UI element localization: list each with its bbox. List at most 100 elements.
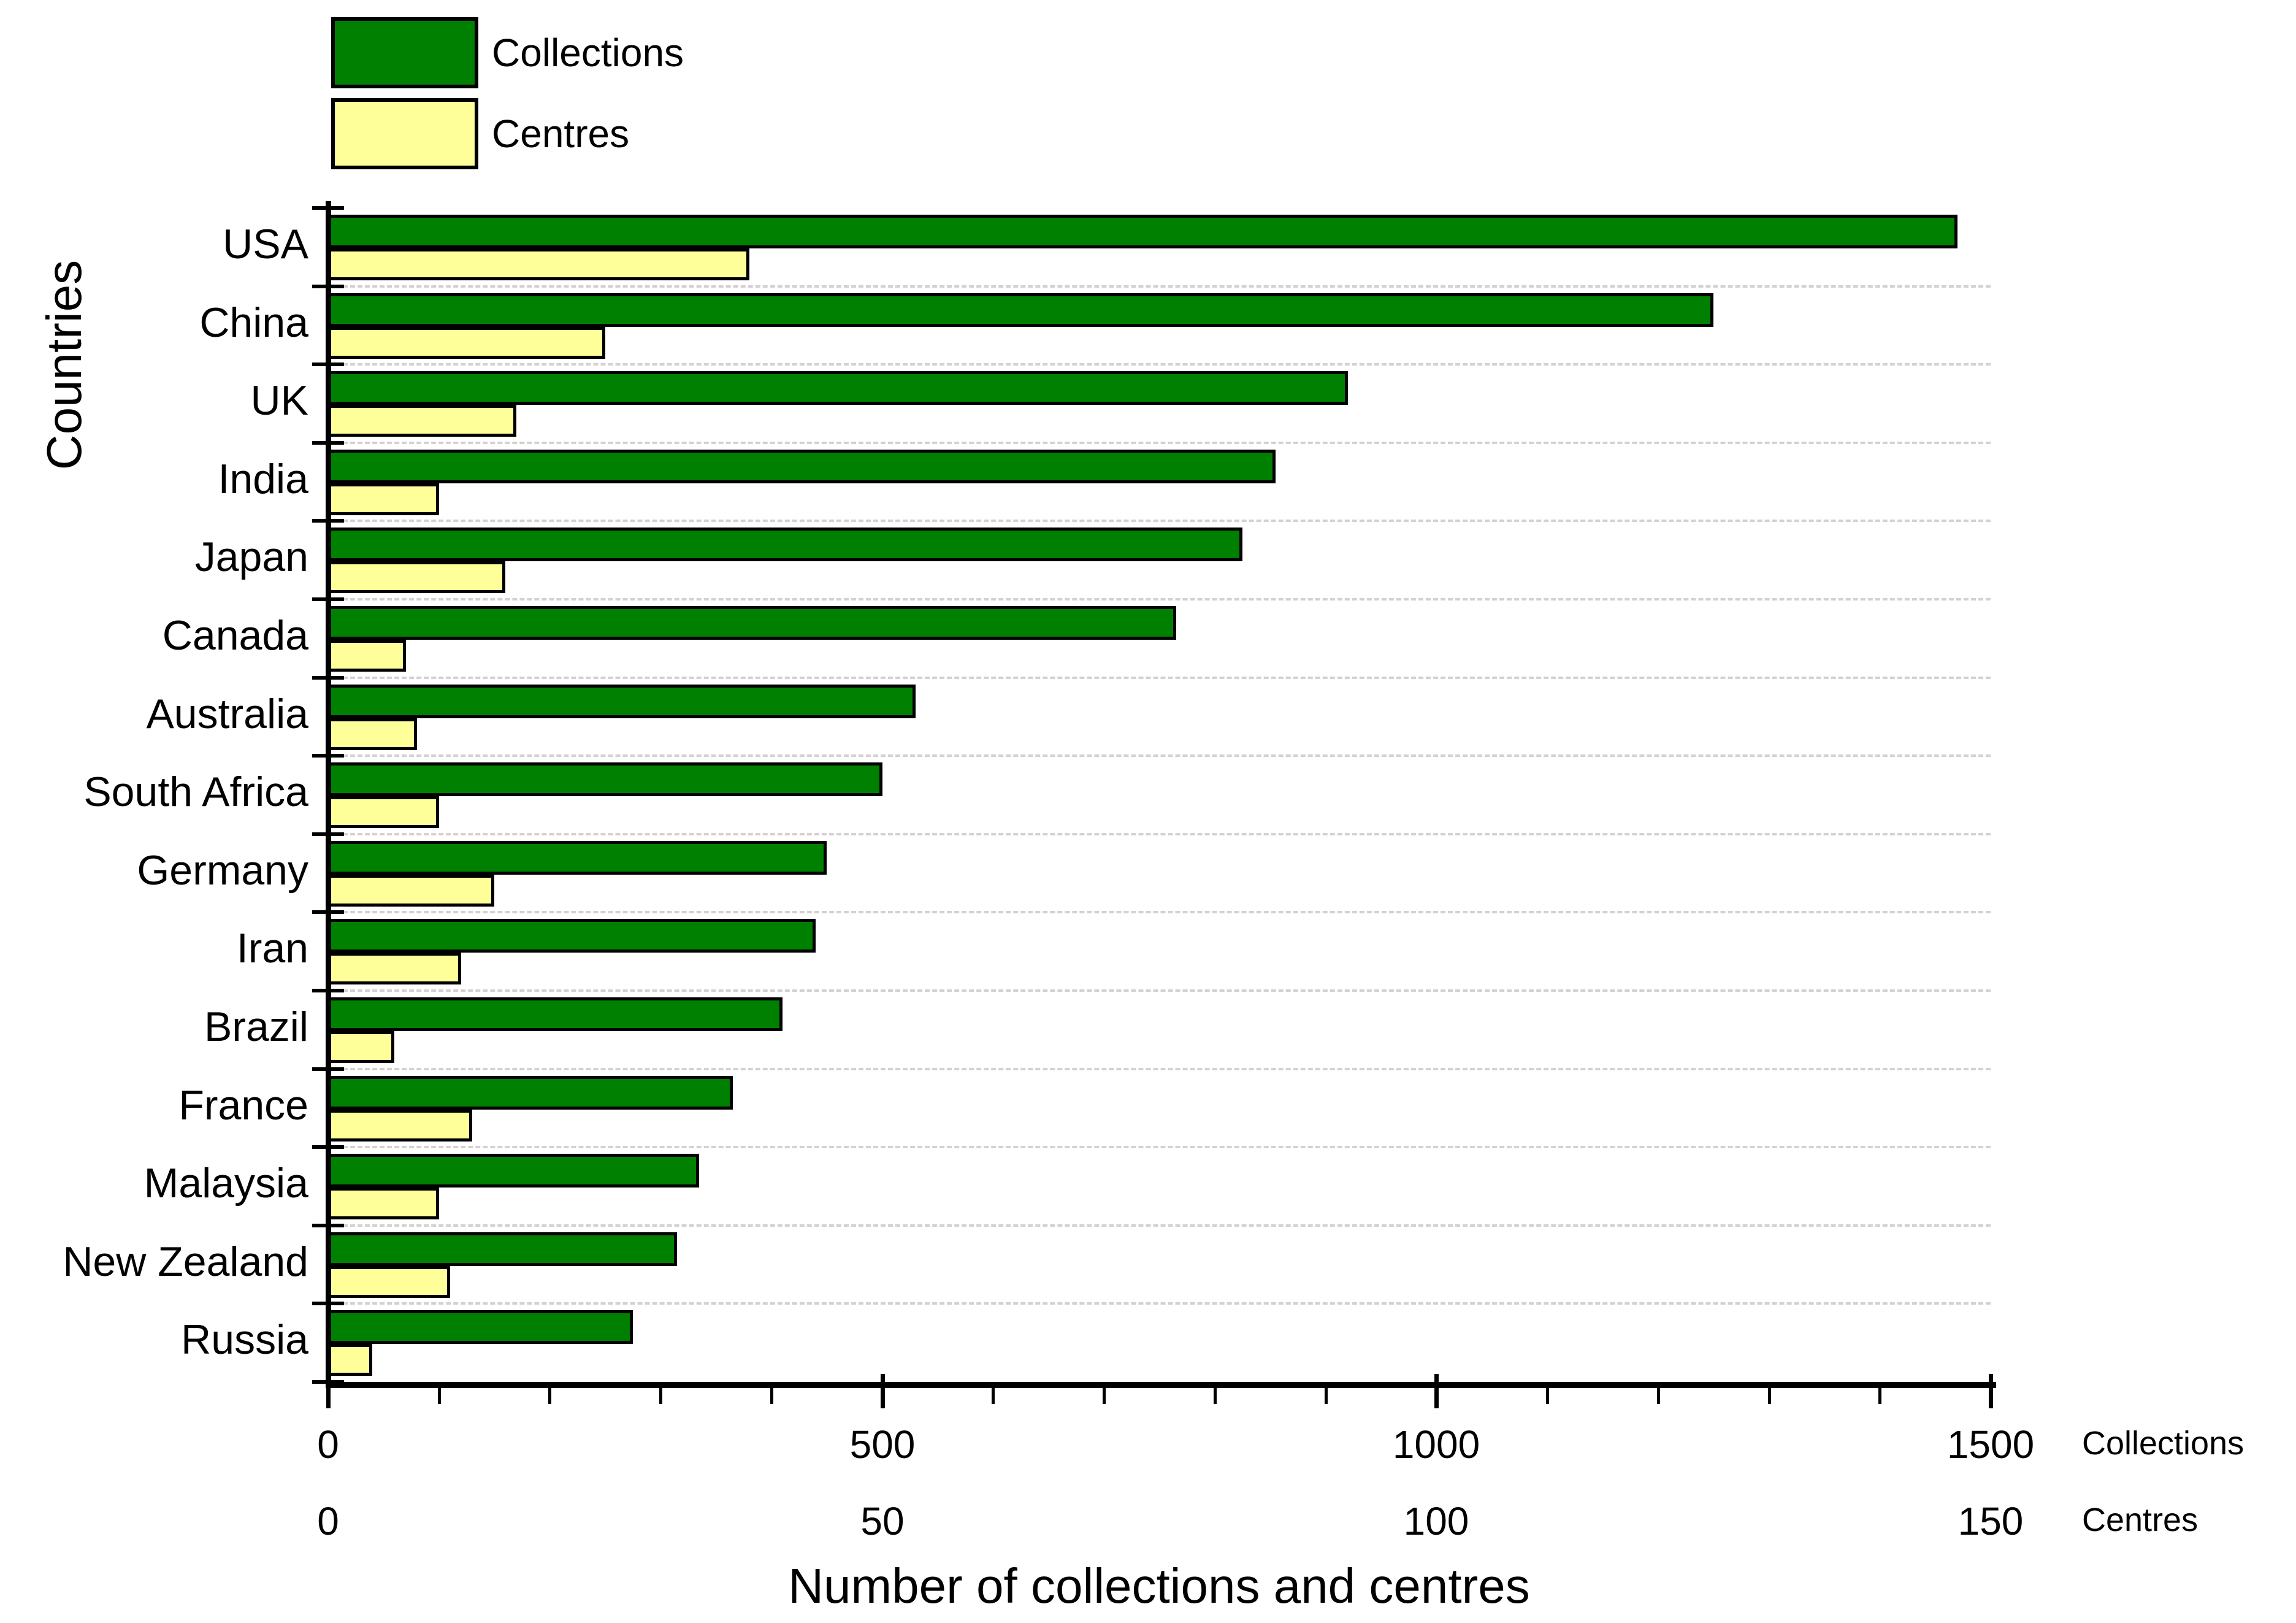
y-axis-tick [312, 285, 344, 288]
x-axis-minor-tick [659, 1388, 662, 1404]
y-axis-tick [312, 363, 344, 366]
x-axis-minor-tick [1214, 1388, 1217, 1404]
category-label-usa: USA [223, 221, 308, 267]
category-label-china: China [199, 299, 308, 346]
collections-bar-canada [328, 606, 1176, 640]
x-axis-minor-tick [770, 1388, 773, 1404]
centres-tick-label-150: 150 [1957, 1499, 2024, 1543]
gridline [328, 911, 1991, 913]
y-axis-tick [312, 206, 344, 210]
gridline [328, 598, 1991, 600]
y-axis-tick [312, 832, 344, 836]
x-axis-minor-tick [1103, 1388, 1106, 1404]
collections-bar-germany [328, 840, 827, 875]
centres-bar-china [328, 326, 605, 359]
x-axis-minor-tick [1657, 1388, 1660, 1404]
collections-bar-china [328, 293, 1713, 327]
collections-bar-usa [328, 215, 1957, 248]
gridline [328, 989, 1991, 992]
x-axis-major-tick [1989, 1374, 1993, 1408]
centres-tick-label-100: 100 [1403, 1499, 1469, 1543]
collections-bar-india [328, 449, 1276, 483]
x-axis-minor-tick [1878, 1388, 1881, 1404]
y-axis-tick [312, 1145, 344, 1149]
legend-item-collections: Collections [331, 17, 684, 88]
x-axis-major-tick [1434, 1374, 1439, 1408]
centres-tick-label-50: 50 [860, 1499, 905, 1543]
collections-bar-malaysia [328, 1154, 699, 1188]
centres-bar-japan [328, 561, 505, 594]
category-label-india: India [218, 455, 308, 502]
category-label-russia: Russia [181, 1316, 308, 1364]
y-axis-tick [312, 676, 344, 680]
x-axis-minor-tick [1768, 1388, 1771, 1404]
collections-legend-swatch [331, 17, 478, 88]
gridline [328, 677, 1991, 679]
y-axis-tick [312, 1224, 344, 1227]
category-label-malaysia: Malaysia [144, 1160, 308, 1207]
x-axis-minor-tick [548, 1388, 551, 1404]
x-axis-minor-tick [438, 1388, 441, 1404]
gridline [328, 1068, 1991, 1070]
legend-item-centres: Centres [331, 98, 684, 169]
category-label-germany: Germany [137, 846, 308, 894]
collections-bar-new-zealand [328, 1232, 677, 1266]
gridline [328, 1224, 1991, 1227]
category-label-australia: Australia [146, 690, 308, 737]
category-label-canada: Canada [162, 612, 308, 659]
centres-bar-india [328, 483, 439, 515]
category-label-uk: UK [250, 377, 308, 424]
x-axis-minor-tick [992, 1388, 995, 1404]
collections-tick-label-1500: 1500 [1946, 1422, 2035, 1467]
y-axis-tick [312, 1302, 344, 1305]
category-label-france: France [178, 1081, 308, 1129]
centres-tick-label-0: 0 [317, 1499, 339, 1543]
collections-bar-france [328, 1075, 733, 1110]
centres-bar-russia [328, 1344, 372, 1376]
gridline [328, 285, 1991, 288]
x-axis-minor-tick [1325, 1388, 1328, 1404]
centres-bar-malaysia [328, 1188, 439, 1220]
centres-bar-usa [328, 248, 749, 280]
gridline [328, 1146, 1991, 1148]
x-axis-title: Number of collections and centres [788, 1559, 1530, 1613]
collections-legend-label: Collections [492, 31, 684, 75]
centres-bar-germany [328, 874, 494, 907]
category-label-south-africa: South Africa [83, 769, 308, 816]
collections-tick-label-1000: 1000 [1392, 1422, 1480, 1467]
collections-axis-row-label: Collections [2082, 1425, 2244, 1462]
y-axis-tick [312, 441, 344, 445]
centres-bar-uk [328, 405, 516, 437]
x-axis-line [326, 1382, 1996, 1388]
collections-bar-uk [328, 371, 1348, 405]
collections-bar-south-africa [328, 762, 882, 797]
legend: Collections Centres [331, 17, 684, 179]
centres-bar-australia [328, 718, 417, 750]
centres-legend-label: Centres [492, 112, 630, 156]
x-axis-minor-tick [1546, 1388, 1549, 1404]
gridline [328, 754, 1991, 757]
y-axis-tick [312, 1067, 344, 1071]
y-axis-tick [312, 597, 344, 601]
y-axis-tick [312, 910, 344, 914]
gridline [328, 363, 1991, 366]
category-label-brazil: Brazil [204, 1003, 308, 1050]
collections-tick-label-0: 0 [317, 1422, 339, 1467]
centres-bar-south-africa [328, 796, 439, 829]
collections-bar-australia [328, 684, 916, 718]
gridline [328, 442, 1991, 444]
category-label-japan: Japan [194, 534, 308, 581]
centres-legend-swatch [331, 98, 478, 169]
gridline [328, 833, 1991, 835]
y-axis-tick [312, 519, 344, 523]
category-label-iran: Iran [236, 925, 308, 972]
centres-axis-row-label: Centres [2082, 1502, 2198, 1538]
gridline [328, 520, 1991, 522]
collections-bar-japan [328, 528, 1242, 562]
x-axis-major-tick [326, 1374, 331, 1408]
collections-bar-iran [328, 919, 816, 953]
centres-bar-brazil [328, 1031, 394, 1063]
collections-bar-brazil [328, 997, 783, 1031]
collections-bar-russia [328, 1310, 633, 1345]
